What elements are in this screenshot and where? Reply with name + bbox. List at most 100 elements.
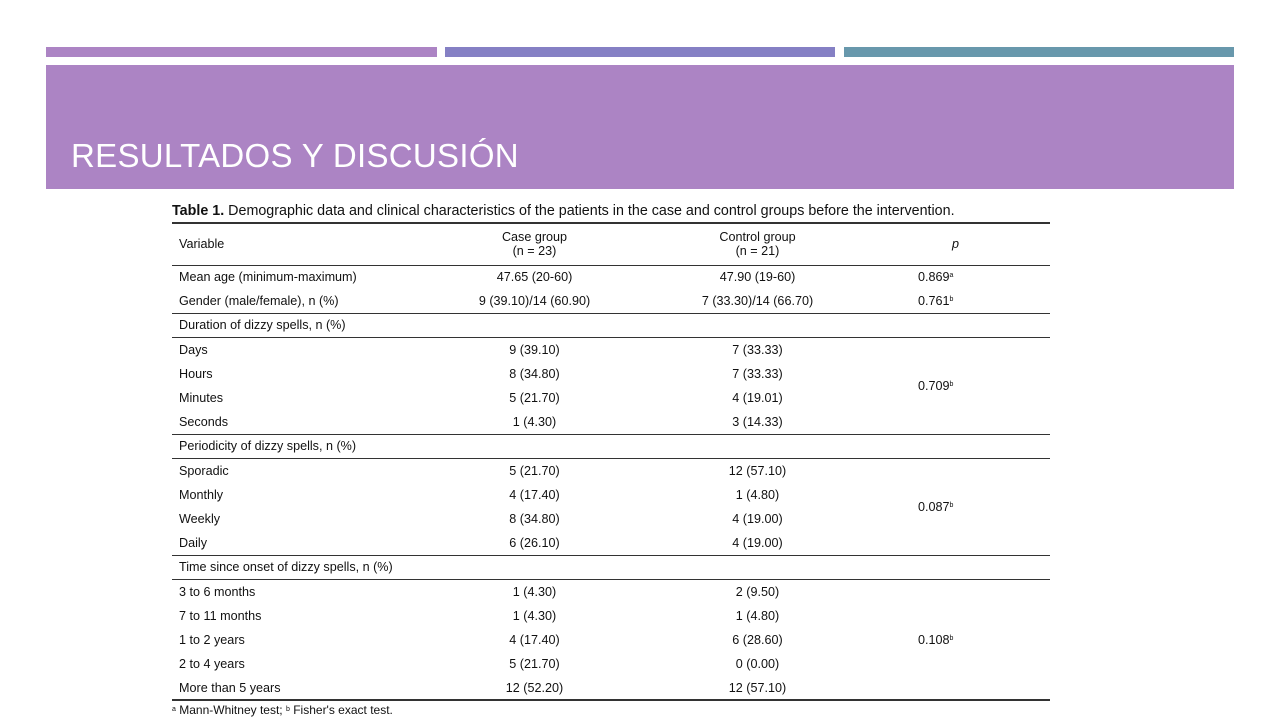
case-value: 6 (26.10) (509, 535, 560, 550)
row-label: Seconds (179, 414, 229, 429)
control-value: 2 (9.50) (735, 584, 780, 599)
p-value-number: 0.709 (918, 378, 950, 393)
control-value: 1 (4.80) (735, 487, 780, 502)
control-value: 3 (14.33) (732, 414, 783, 429)
header-control-label: Control group (719, 230, 796, 245)
p-value-number: 0.869 (918, 270, 950, 285)
table-caption: Table 1. Demographic data and clinical c… (172, 200, 1050, 222)
table-row: Seconds 1 (4.30) 3 (14.33) (172, 410, 1050, 434)
control-value: 1 (4.80) (735, 608, 780, 623)
row-label: Minutes (179, 391, 224, 406)
table-header-row: Variable Case group (n = 23) Control gro… (172, 223, 1050, 266)
table-row: Weekly 8 (34.80) 4 (19.00) (172, 507, 1050, 531)
header-p-value: p (854, 223, 1050, 266)
p-value-mark: a (949, 272, 954, 280)
table-footnote: a Mann-Whitney test; b Fisher's exact te… (172, 703, 1050, 717)
control-value: 4 (19.01) (732, 391, 783, 406)
p-value: 0.869a (854, 265, 1050, 289)
control-value: 47.90 (19-60) (719, 270, 796, 285)
footnote-text-b: Fisher's exact test. (293, 703, 393, 718)
table-row: Mean age (minimum-maximum) 47.65 (20-60)… (172, 265, 1050, 289)
table-row: Hours 8 (34.80) 7 (33.33) (172, 362, 1050, 386)
p-value-mark: b (949, 634, 954, 642)
case-value: 4 (17.40) (509, 487, 560, 502)
table-row: 7 to 11 months 1 (4.30) 1 (4.80) (172, 604, 1050, 628)
case-value: 9 (39.10) (509, 342, 560, 357)
p-value-number: 0.761 (918, 294, 950, 309)
p-value-number: 0.108 (918, 632, 950, 647)
row-label: Hours (179, 366, 213, 381)
row-label: Gender (male/female), n (%) (179, 294, 339, 309)
control-value: 7 (33.30)/14 (66.70) (701, 294, 814, 309)
case-value: 9 (39.10)/14 (60.90) (478, 294, 591, 309)
case-value: 5 (21.70) (509, 391, 560, 406)
header-control-group: Control group (n = 21) (654, 223, 854, 266)
row-label: Weekly (179, 511, 221, 526)
row-label: 7 to 11 months (179, 608, 262, 623)
case-value: 4 (17.40) (509, 632, 560, 647)
table-row: More than 5 years 12 (52.20) 12 (57.10) (172, 676, 1050, 700)
case-value: 1 (4.30) (512, 608, 557, 623)
case-value: 5 (21.70) (509, 463, 560, 478)
table-row: 1 to 2 years 4 (17.40) 6 (28.60) (172, 628, 1050, 652)
row-label: Daily (179, 535, 207, 550)
p-value: 0.087b (854, 459, 1050, 556)
p-value: 0.108b (854, 579, 1050, 700)
section-title: Duration of dizzy spells, n (%) (172, 312, 1050, 339)
p-value: 0.709b (854, 338, 1050, 435)
p-value-mark: b (949, 296, 954, 304)
accent-bar-3 (844, 47, 1234, 57)
results-table-figure: Table 1. Demographic data and clinical c… (172, 200, 1050, 717)
table-row: Gender (male/female), n (%) 9 (39.10)/14… (172, 289, 1050, 313)
table-row: 3 to 6 months 1 (4.30) 2 (9.50) 0.108b (172, 579, 1050, 647)
case-value: 8 (34.80) (509, 366, 560, 381)
case-value: 5 (21.70) (509, 657, 560, 672)
case-value: 12 (52.20) (505, 680, 564, 695)
footnote-text-a: Mann-Whitney test; (179, 703, 283, 718)
section-heading-row: Duration of dizzy spells, n (%) (172, 312, 1050, 339)
section-heading-row: Periodicity of dizzy spells, n (%) (172, 433, 1050, 460)
row-label: Monthly (179, 487, 224, 502)
demographics-table: Variable Case group (n = 23) Control gro… (172, 222, 1050, 702)
table-caption-text: Demographic data and clinical characteri… (228, 203, 955, 219)
header-case-label: Case group (501, 230, 568, 245)
footnote-mark-b: b (285, 706, 290, 714)
header-case-n: (n = 23) (512, 244, 557, 259)
control-value: 12 (57.10) (728, 463, 787, 478)
row-label: More than 5 years (179, 680, 281, 695)
case-value: 47.65 (20-60) (496, 270, 573, 285)
control-value: 7 (33.33) (732, 342, 783, 357)
table-row: Days 9 (39.10) 7 (33.33) 0.709b (172, 338, 1050, 393)
table-row: Minutes 5 (21.70) 4 (19.01) (172, 386, 1050, 410)
header-variable: Variable (172, 223, 408, 266)
control-value: 7 (33.33) (732, 366, 783, 381)
p-value-mark: b (949, 380, 954, 388)
control-value: 6 (28.60) (732, 632, 783, 647)
row-label: 2 to 4 years (179, 657, 245, 672)
table-row: 2 to 4 years 5 (21.70) 0 (0.00) (172, 652, 1050, 676)
footnote-mark-a: a (172, 706, 176, 714)
header-case-group: Case group (n = 23) (408, 223, 654, 266)
p-value-mark: b (949, 501, 954, 509)
case-value: 8 (34.80) (509, 511, 560, 526)
case-value: 1 (4.30) (512, 584, 557, 599)
table-caption-label: Table 1. (172, 203, 225, 219)
table-row: Sporadic 5 (21.70) 12 (57.10) 0.087b (172, 459, 1050, 514)
row-label: 1 to 2 years (179, 632, 245, 647)
header-control-n: (n = 21) (735, 244, 780, 259)
row-label: Sporadic (179, 463, 229, 478)
title-band: RESULTADOS Y DISCUSIÓN (46, 65, 1234, 189)
section-title: Time since onset of dizzy spells, n (%) (172, 554, 1050, 580)
case-value: 1 (4.30) (512, 414, 557, 429)
row-label: Days (179, 342, 208, 357)
p-value: 0.761b (854, 289, 1050, 313)
table-row: Monthly 4 (17.40) 1 (4.80) (172, 483, 1050, 507)
slide-title: RESULTADOS Y DISCUSIÓN (71, 137, 519, 174)
control-value: 0 (0.00) (735, 657, 780, 672)
p-value-number: 0.087 (918, 499, 950, 514)
section-heading-row: Time since onset of dizzy spells, n (%) (172, 554, 1050, 580)
row-label: Mean age (minimum-maximum) (179, 270, 357, 285)
row-label: 3 to 6 months (179, 584, 256, 599)
accent-bar-1 (46, 47, 437, 57)
control-value: 4 (19.00) (732, 535, 783, 550)
